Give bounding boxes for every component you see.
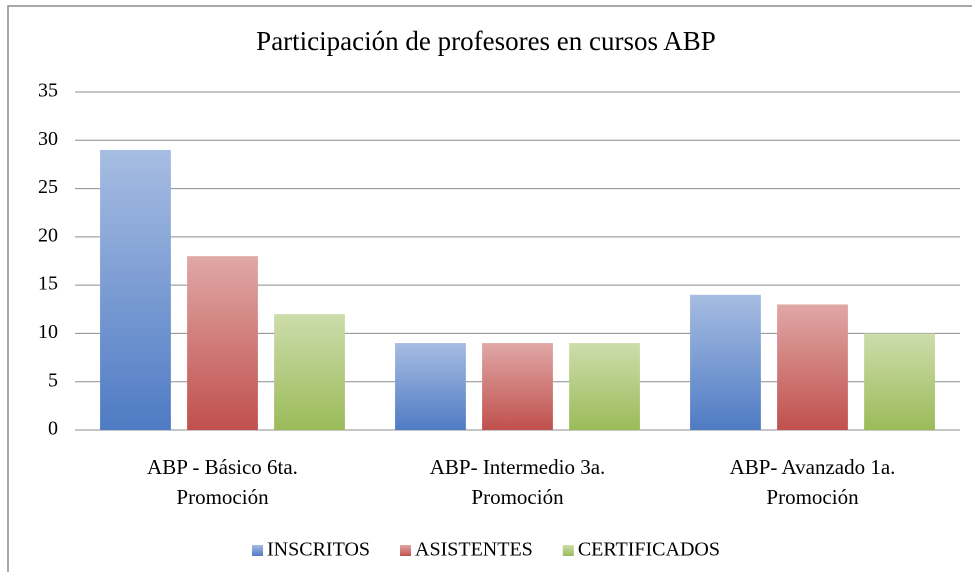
chart-title: Participación de profesores en cursos AB… [256,26,716,56]
x-tick-label: ABP- Avanzado 1a. Promoción [729,455,896,509]
y-tick-label: 30 [38,128,58,150]
legend-label: INSCRITOS [267,539,370,561]
legend-label: ASISTENTES [415,539,533,561]
bar [187,256,258,430]
y-tick-label: 25 [38,176,58,198]
bar [482,343,553,430]
y-tick-label: 20 [38,224,58,246]
y-tick-label: 10 [38,321,58,343]
bar [100,149,171,430]
legend-swatch [400,545,412,556]
x-tick-label: ABP - Básico 6ta. Promoción [147,455,298,509]
y-tick-label: 35 [38,80,58,102]
x-tick-label: ABP- Intermedio 3a. Promoción [429,455,606,509]
y-tick-label: 0 [48,418,58,440]
legend-label: CERTIFICADOS [578,539,720,561]
bar [864,333,935,430]
bar [395,343,466,430]
legend-swatch [252,545,264,556]
y-tick-label: 5 [48,369,58,391]
bar [690,294,761,430]
bar [569,343,640,430]
bar [777,304,848,430]
legend-swatch [562,545,574,556]
bar [274,314,345,430]
y-tick-label: 15 [38,273,58,295]
